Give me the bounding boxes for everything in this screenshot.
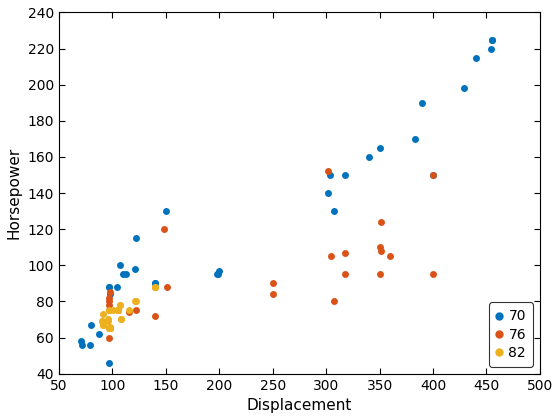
82 <box>114 308 121 313</box>
70 <box>116 263 123 268</box>
70 <box>376 145 383 150</box>
82 <box>106 308 113 313</box>
82 <box>116 302 123 307</box>
70 <box>123 272 129 277</box>
76 <box>325 169 332 174</box>
Line: 76: 76 <box>106 168 436 341</box>
76 <box>377 248 384 253</box>
76 <box>387 254 394 259</box>
82 <box>105 317 111 322</box>
76 <box>152 313 158 318</box>
70 <box>419 100 426 105</box>
82 <box>107 326 114 331</box>
82 <box>110 308 116 313</box>
70 <box>86 342 93 347</box>
82 <box>98 319 105 324</box>
76 <box>376 245 383 250</box>
70 <box>106 284 113 289</box>
70 <box>412 136 418 142</box>
76 <box>114 308 121 313</box>
82 <box>107 326 114 331</box>
70 <box>461 86 468 91</box>
82 <box>126 308 133 313</box>
70 <box>473 55 479 60</box>
70 <box>162 209 169 214</box>
76 <box>114 308 121 313</box>
82 <box>107 326 114 331</box>
82 <box>114 308 121 313</box>
82 <box>116 302 123 307</box>
82 <box>118 317 124 322</box>
76 <box>342 272 349 277</box>
76 <box>160 227 167 232</box>
76 <box>430 272 436 277</box>
76 <box>328 254 335 259</box>
70 <box>330 209 337 214</box>
70 <box>120 272 127 277</box>
70 <box>430 173 436 178</box>
70 <box>106 360 113 365</box>
Line: 82: 82 <box>98 284 158 332</box>
76 <box>107 326 114 331</box>
70 <box>215 272 222 277</box>
82 <box>114 308 121 313</box>
76 <box>377 219 384 224</box>
76 <box>330 299 337 304</box>
70 <box>132 266 138 271</box>
70 <box>79 342 86 347</box>
70 <box>96 331 103 336</box>
X-axis label: Displacement: Displacement <box>247 398 352 413</box>
82 <box>132 299 138 304</box>
70 <box>78 339 85 344</box>
Line: 70: 70 <box>78 36 495 366</box>
76 <box>430 173 436 178</box>
82 <box>107 326 114 331</box>
76 <box>107 290 114 295</box>
70 <box>327 173 334 178</box>
76 <box>106 302 113 307</box>
76 <box>106 295 113 300</box>
70 <box>487 46 494 51</box>
70 <box>325 191 332 196</box>
76 <box>126 310 133 315</box>
76 <box>106 299 113 304</box>
82 <box>107 324 114 329</box>
82 <box>152 284 158 289</box>
70 <box>488 37 495 42</box>
70 <box>366 155 372 160</box>
70 <box>113 284 120 289</box>
76 <box>106 308 113 313</box>
76 <box>164 284 170 289</box>
76 <box>269 291 276 297</box>
76 <box>133 308 139 313</box>
82 <box>105 319 111 324</box>
70 <box>107 291 114 297</box>
70 <box>342 173 349 178</box>
82 <box>99 312 106 317</box>
82 <box>133 299 139 304</box>
70 <box>106 284 113 289</box>
76 <box>376 272 383 277</box>
82 <box>106 326 113 331</box>
70 <box>214 272 221 277</box>
70 <box>152 281 158 286</box>
70 <box>152 281 158 286</box>
Legend: 70, 76, 82: 70, 76, 82 <box>489 302 533 367</box>
82 <box>99 323 106 328</box>
76 <box>152 284 158 289</box>
76 <box>269 281 276 286</box>
82 <box>98 319 105 324</box>
76 <box>106 326 113 331</box>
76 <box>106 335 113 340</box>
70 <box>488 37 495 42</box>
70 <box>133 236 139 241</box>
70 <box>87 323 94 328</box>
82 <box>118 317 124 322</box>
76 <box>342 250 349 255</box>
82 <box>99 323 106 328</box>
82 <box>152 284 158 289</box>
70 <box>216 268 222 273</box>
Y-axis label: Horsepower: Horsepower <box>7 147 22 239</box>
